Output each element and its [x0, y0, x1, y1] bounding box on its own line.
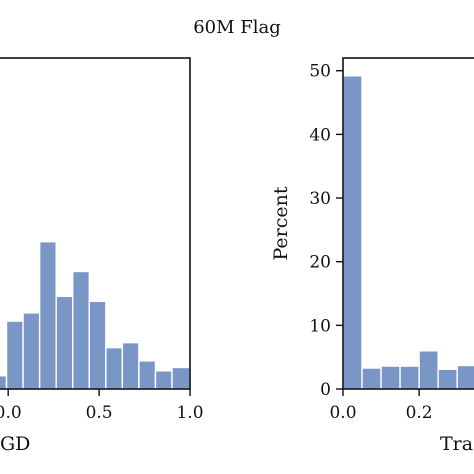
histogram-bar: [72, 270, 90, 390]
x-tick-label: 0.0: [0, 403, 22, 423]
x-axis-label: Tra: [440, 433, 473, 455]
x-tick-label: 0.2: [406, 403, 433, 423]
histogram-bar: [138, 360, 157, 390]
histogram-bar: [171, 366, 191, 390]
x-tick-label: 1.0: [176, 403, 203, 423]
histogram-bar: [55, 295, 74, 390]
x-tick-label: 0.0: [329, 403, 356, 423]
y-tick-label: 50: [309, 62, 331, 82]
histogram-bar: [456, 364, 474, 390]
histogram-bar: [22, 312, 41, 390]
histogram-bar: [342, 75, 363, 390]
histogram-bar: [5, 320, 24, 390]
figure-title: 60M Flag: [193, 17, 281, 38]
y-tick-label: 40: [309, 125, 331, 145]
histogram-bar: [0, 375, 8, 390]
histogram-bar: [121, 341, 140, 390]
histogram-bar: [437, 368, 458, 390]
y-axis-label: Percent: [270, 186, 292, 260]
histogram-bar: [88, 300, 107, 390]
histogram-bar: [380, 365, 401, 390]
axes-frame: [0, 57, 191, 390]
histogram-bar: [105, 346, 124, 390]
x-axis-label: GD: [0, 433, 30, 455]
y-tick-label: 20: [309, 253, 331, 273]
right-histogram-panel: 0.0 0.2 0 10 20 30 40 50 Tra Percent: [270, 57, 474, 455]
histogram-bar: [418, 350, 439, 390]
histogram-bar: [399, 365, 420, 390]
x-tick-label: 0.5: [86, 403, 113, 423]
histogram-bar: [154, 370, 173, 390]
y-tick-label: 30: [309, 189, 331, 209]
histogram-bar: [361, 367, 382, 390]
histogram-bar: [38, 241, 57, 390]
left-histogram-panel: 0.0 0.5 1.0 GD: [0, 57, 204, 455]
y-tick-label: 10: [309, 316, 331, 336]
y-tick-label: 0: [320, 380, 331, 400]
axes-frame: [342, 57, 474, 390]
